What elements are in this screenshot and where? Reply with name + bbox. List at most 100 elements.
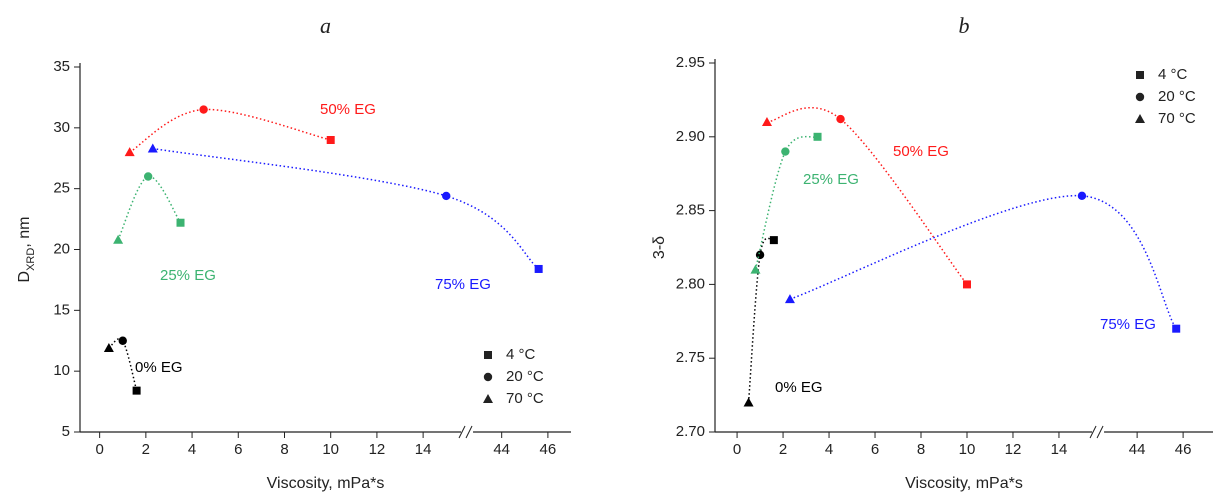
x-tick-label: 4 [825,441,833,458]
marker-square [534,264,543,273]
legend-label: 4 °C [506,346,536,363]
y-tick-label: 2.90 [676,128,705,145]
x-axis-label: Viscosity, mPa*s [905,475,1023,492]
marker-circle [199,105,208,114]
marker-triangle [761,117,772,127]
series-label: 75% EG [435,276,491,293]
x-axis-label: Viscosity, mPa*s [267,475,385,492]
marker-triangle [103,343,114,353]
marker-triangle [784,294,795,304]
x-tick-label: 12 [1005,441,1022,458]
series-label: 50% EG [893,143,949,160]
marker-circle [442,191,451,201]
legend-label: 20 °C [506,368,544,385]
trend-line [152,147,540,270]
marker-triangle [113,234,124,244]
marker-square [132,386,141,395]
marker-circle [781,147,790,156]
axis-break [465,425,473,439]
legend-label: 70 °C [1158,110,1196,127]
x-tick-label: 8 [917,441,925,458]
series-label: 75% EG [1100,316,1156,333]
x-tick-label: 4 [188,441,196,458]
legend-label: 20 °C [1158,88,1196,105]
x-tick-label: 10 [959,441,976,458]
series-label: 25% EG [803,171,859,188]
x-tick-label: 14 [415,441,432,458]
marker-circle [118,336,127,345]
marker-square [484,351,492,359]
marker-circle [755,250,765,260]
x-tick-label: 46 [1175,441,1192,458]
y-tick-label: 20 [53,240,70,257]
y-tick-label: 2.85 [676,202,705,219]
marker-square [1136,71,1144,79]
trend-line [129,108,331,153]
panel-title: b [959,13,970,38]
x-tick-label: 46 [540,441,557,458]
y-tick-label: 35 [53,58,70,75]
marker-square [176,218,185,227]
x-tick-label: 6 [234,441,242,458]
axis-break [1089,425,1097,439]
y-axis-label-main: D [16,271,33,283]
axis-break [1096,425,1104,439]
x-tick-label: 12 [369,441,386,458]
x-tick-label: 0 [733,441,741,458]
y-axis-label: 3-δ [651,236,668,259]
y-tick-label: 5 [62,423,70,440]
marker-square [326,136,335,144]
y-axis-label: DXRD, nm [16,217,37,283]
marker-circle [1077,191,1087,201]
marker-square [813,132,822,141]
panel-title: a [320,13,331,38]
y-tick-label: 10 [53,362,70,379]
x-tick-label: 14 [1051,441,1068,458]
y-axis-label-sub: XRD [25,248,37,271]
x-tick-label: 2 [779,441,787,458]
marker-triangle [743,397,754,407]
marker-triangle [483,394,493,403]
trend-line [754,135,818,270]
trend-line [117,175,182,241]
marker-triangle [1135,114,1145,123]
marker-circle [836,114,845,124]
x-tick-label: 2 [142,441,150,458]
y-axis-label-main: 3-δ [651,236,668,259]
series-label: 0% EG [775,379,823,396]
axis-break [458,425,466,439]
marker-circle [143,172,153,181]
marker-triangle [750,264,761,274]
trend-line [108,337,138,391]
x-tick-label: 44 [493,441,510,458]
y-tick-label: 15 [53,301,70,318]
y-tick-label: 25 [53,180,70,197]
x-tick-label: 10 [322,441,339,458]
legend-label: 4 °C [1158,66,1188,83]
marker-triangle [124,147,135,157]
trend-line [789,195,1177,330]
y-tick-label: 2.75 [676,349,705,366]
legend-label: 70 °C [506,390,544,407]
x-tick-label: 6 [871,441,879,458]
y-axis-label-rest: , nm [16,217,33,248]
y-tick-label: 2.80 [676,275,705,292]
x-tick-label: 8 [280,441,288,458]
x-tick-label: 0 [95,441,103,458]
marker-square [1172,324,1181,333]
series-label: 50% EG [320,101,376,118]
y-tick-label: 30 [53,119,70,136]
marker-square [962,280,971,289]
marker-circle [1135,92,1145,102]
marker-square [769,236,778,245]
x-tick-label: 44 [1129,441,1146,458]
series-label: 0% EG [135,359,183,376]
y-tick-label: 2.70 [676,423,705,440]
trend-line [747,237,775,403]
marker-triangle [147,143,158,153]
marker-circle [483,372,493,382]
series-label: 25% EG [160,267,216,284]
y-tick-label: 2.95 [676,54,705,71]
trend-line [766,106,968,285]
